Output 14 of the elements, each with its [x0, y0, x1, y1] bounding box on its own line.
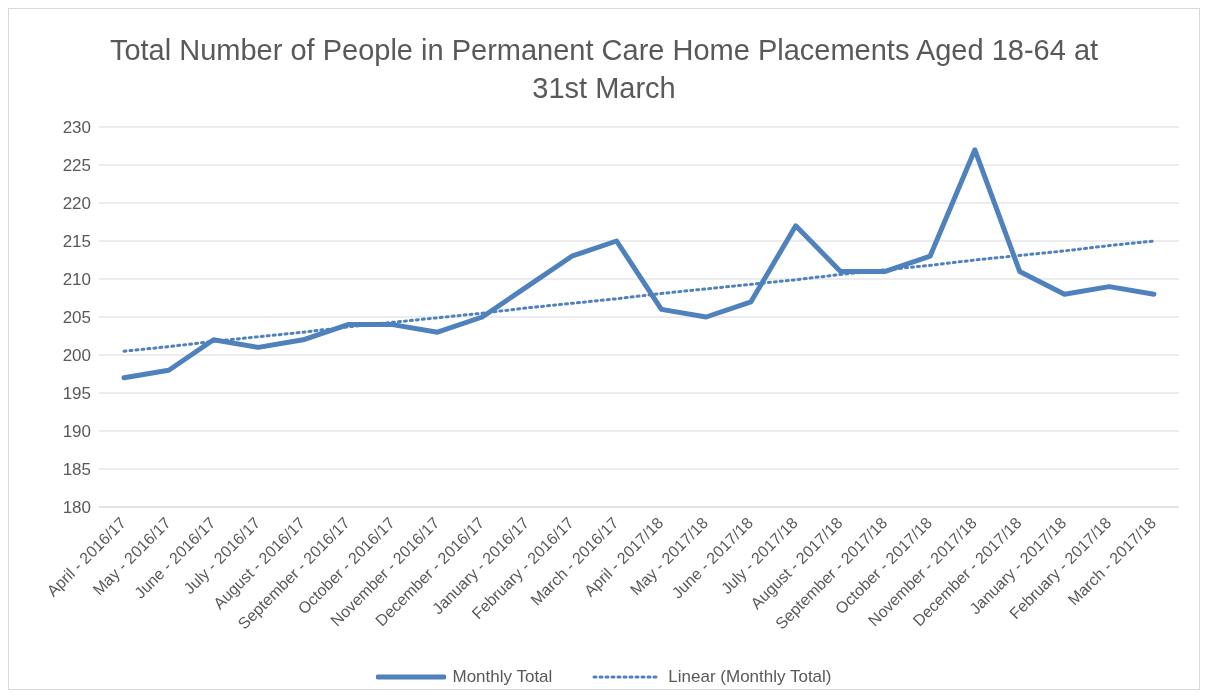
y-tick-label: 230 — [62, 118, 91, 138]
y-tick-label: 225 — [62, 156, 91, 176]
y-tick-label: 205 — [62, 308, 91, 328]
y-tick-label: 185 — [62, 460, 91, 480]
y-tick-label: 190 — [62, 422, 91, 442]
y-tick-label: 200 — [62, 346, 91, 366]
chart-title: Total Number of People in Permanent Care Home Placements Aged 18-64 at 31st March — [108, 33, 1100, 106]
y-tick-label: 215 — [62, 232, 91, 252]
legend-label: Monthly Total — [452, 667, 553, 687]
y-tick-label: 180 — [62, 498, 91, 518]
y-tick-label: 210 — [62, 270, 91, 290]
y-tick-label: 195 — [62, 384, 91, 404]
legend-label: Linear (Monthly Total) — [668, 667, 832, 687]
y-tick-label: 220 — [62, 194, 91, 214]
